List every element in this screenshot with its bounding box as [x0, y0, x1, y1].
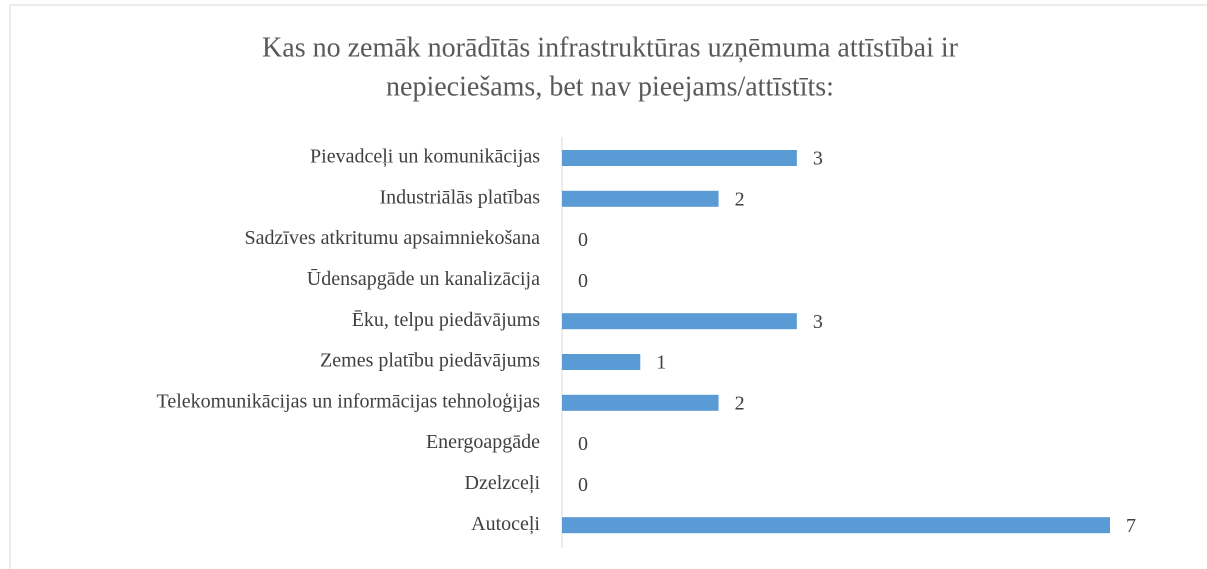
bar — [562, 517, 1110, 534]
category-label: Ūdensapgāde un kanalizācija — [307, 268, 540, 290]
category-label: Industriālās platības — [379, 186, 540, 208]
bar — [562, 150, 797, 166]
bar — [562, 190, 719, 207]
category-label: Dzelzceļi — [465, 472, 541, 494]
data-label: 2 — [735, 188, 745, 210]
chart-title: Kas no zemāk norādītās infrastruktūras u… — [262, 32, 959, 63]
category-label: Ēku, telpu piedāvājums — [352, 309, 541, 331]
data-label: 0 — [578, 433, 588, 455]
chart-frame — [9, 4, 1207, 569]
category-label: Pievadceļi un komunikācijas — [310, 146, 540, 168]
chart-title: nepieciešams, bet nav pieejams/attīstīts… — [386, 71, 834, 102]
data-label: 3 — [813, 311, 823, 333]
data-label: 1 — [656, 352, 666, 374]
data-label: 2 — [735, 392, 745, 414]
category-label: Energoapgāde — [426, 431, 540, 453]
data-label: 3 — [813, 148, 823, 170]
bar — [562, 394, 719, 411]
category-label: Sadzīves atkritumu apsaimniekošana — [245, 227, 541, 249]
data-label: 0 — [578, 270, 588, 292]
category-label: Zemes platību piedāvājums — [320, 350, 540, 372]
category-label: Autoceļi — [471, 513, 540, 535]
data-label: 0 — [578, 229, 588, 251]
bar — [562, 313, 797, 330]
data-label: 0 — [578, 474, 588, 496]
data-label: 7 — [1126, 515, 1136, 537]
bar — [562, 354, 641, 370]
category-label: Telekomunikācijas un informācijas tehnol… — [157, 390, 541, 412]
